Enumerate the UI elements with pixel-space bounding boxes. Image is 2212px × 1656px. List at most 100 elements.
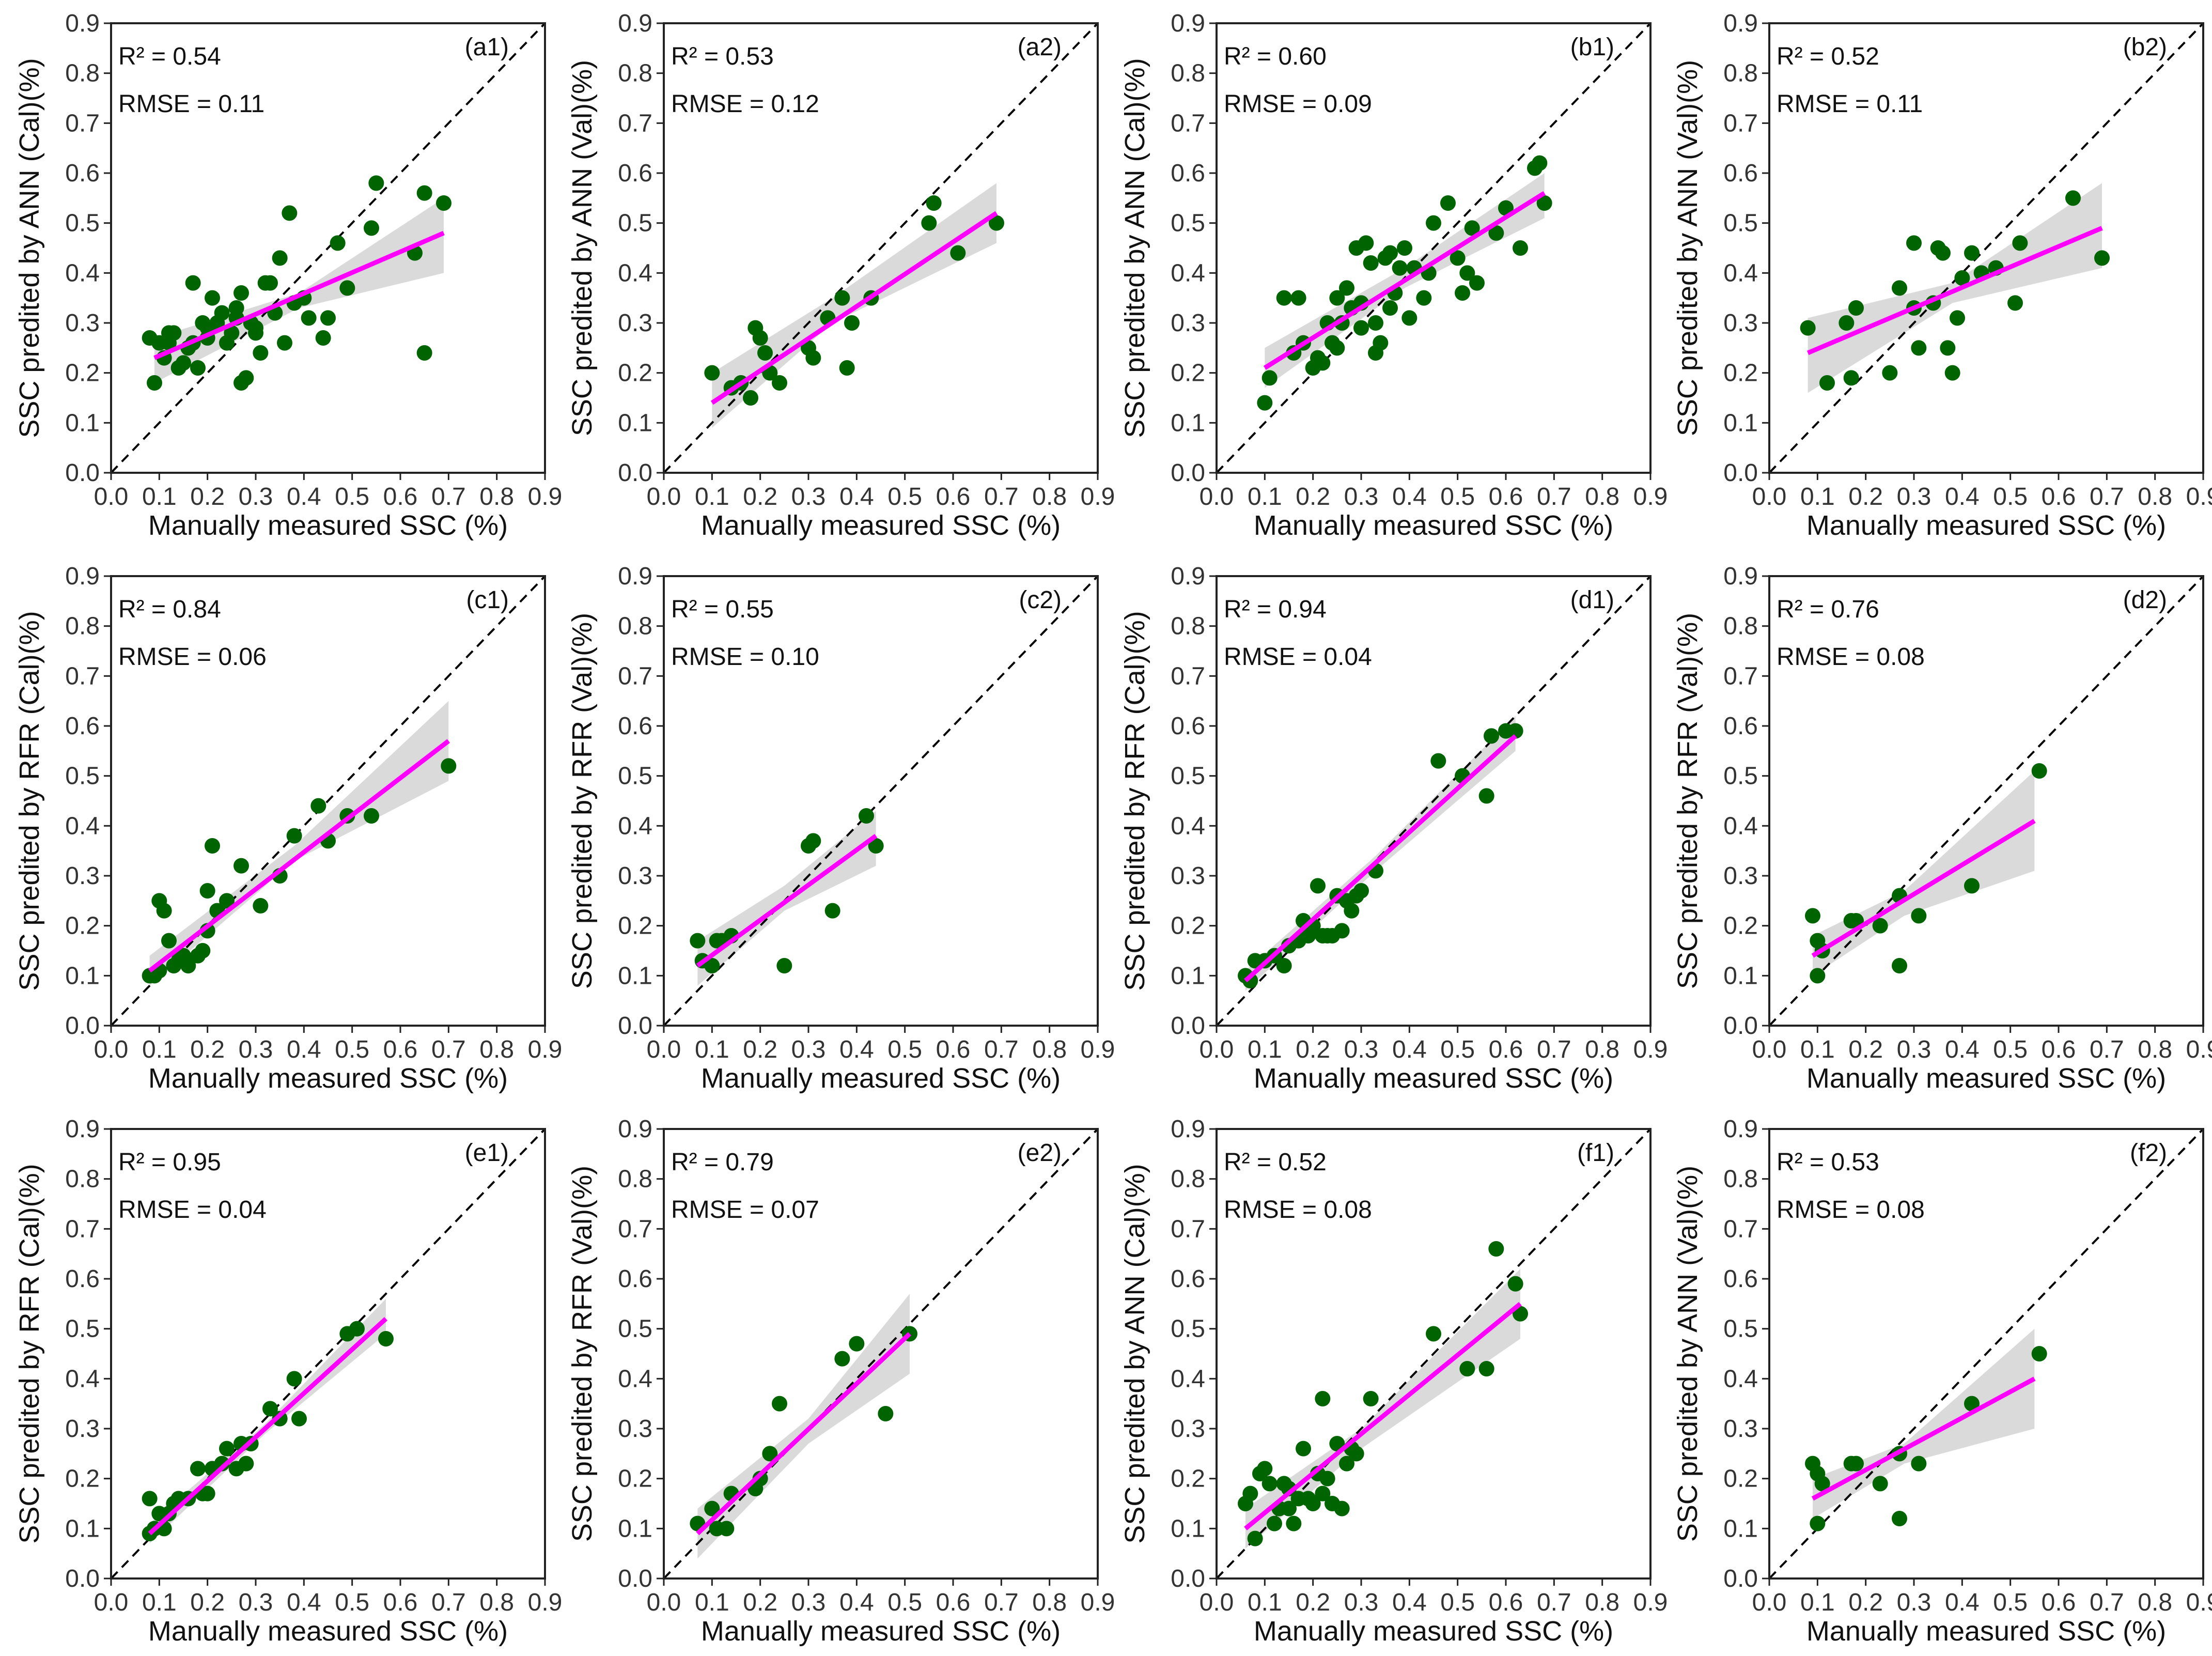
y-tick-label: 0.4 [1723,1365,1758,1392]
x-tick-label: 0.0 [1752,1589,1787,1616]
data-point [1426,1326,1441,1342]
identity-line [664,23,1098,473]
x-tick-label: 0.3 [1344,1036,1379,1063]
data-point [291,1411,307,1427]
y-tick-label: 0.6 [65,1265,100,1293]
data-point [248,325,263,341]
x-tick-label: 0.7 [984,1589,1019,1616]
rmse-label: RMSE = 0.04 [118,1196,267,1224]
y-axis-title: SSC predited by RFR (Cal)(%) [14,1164,45,1543]
y-tick-label: 0.3 [1171,1415,1205,1443]
y-tick-label: 0.0 [1171,1012,1205,1040]
y-tick-label: 0.7 [65,1215,100,1243]
data-point [772,375,787,391]
y-tick-label: 0.6 [1171,160,1205,187]
data-point [1892,280,1907,296]
data-point [1964,1396,1980,1412]
panel-label: (c2) [1019,586,1062,614]
y-tick-label: 0.4 [1723,812,1758,840]
data-point [205,838,220,854]
data-point [1416,290,1432,306]
y-axis-title: SSC predited by ANN (Cal)(%) [14,58,45,438]
data-point [1257,395,1273,411]
x-tick-label: 0.3 [1897,1589,1931,1616]
data-point [1459,1361,1475,1376]
y-tick-label: 0.3 [65,1415,100,1443]
y-tick-label: 0.5 [1171,210,1205,237]
data-point [1488,225,1504,241]
regression-line [153,230,445,360]
x-tick-label: 0.5 [887,1036,922,1063]
x-tick-label: 0.0 [1752,1036,1787,1063]
rmse-label: RMSE = 0.11 [118,90,264,118]
identity-line [111,23,545,473]
plot-area [1769,23,2203,473]
data-point [1261,1476,1278,1492]
x-axis-title: Manually measured SSC (%) [148,1063,508,1094]
x-tick-label: 0.7 [984,483,1019,510]
x-tick-label: 0.0 [1752,483,1787,510]
regression-line [148,739,450,973]
y-tick-label: 0.3 [1723,1415,1758,1443]
y-tick-label: 0.9 [618,1116,652,1143]
x-tick-label: 0.6 [2042,483,2076,510]
y-tick-label: 0.4 [65,1365,100,1392]
y-tick-label: 0.0 [618,459,652,487]
panel-label: (f2) [2130,1139,2167,1167]
x-tick-label: 0.2 [1848,1589,1883,1616]
data-point [1353,883,1369,899]
plot-area [111,1129,545,1578]
data-point [1810,968,1826,984]
panel-label: (f1) [1577,1139,1614,1167]
regression-line [1811,1376,2036,1501]
data-point [704,1500,720,1516]
data-point [1310,878,1326,894]
y-tick-label: 0.8 [1171,1166,1205,1193]
x-tick-label: 0.3 [239,1589,273,1616]
data-point [1469,275,1485,291]
plot-frame [110,1128,546,1580]
x-tick-label: 0.6 [383,1589,418,1616]
data-point [1281,1500,1297,1516]
x-tick-label: 0.1 [1800,1036,1835,1063]
y-tick-label: 0.3 [65,862,100,890]
rmse-label: RMSE = 0.08 [1224,1196,1372,1224]
x-tick-label: 0.7 [2090,1036,2124,1063]
panel-e2: 0.00.0 0.1 0.1 0.2 0.2 0.3 0.3 0.4 0.4 0.5 0.5 0.6 0… [567,1116,1115,1647]
x-tick-label: 0.4 [839,1589,874,1616]
data-point [156,903,172,919]
y-tick-label: 0.4 [618,1365,652,1392]
r-squared-label: R² = 0.79 [671,1149,774,1176]
y-tick-label: 0.3 [1723,862,1758,890]
data-point [238,1456,254,1472]
data-point [868,838,884,854]
x-tick-label: 0.1 [1248,1036,1282,1063]
x-tick-label: 0.9 [528,1589,563,1616]
y-tick-label: 0.2 [618,912,652,940]
identity-line [1769,23,2203,473]
x-tick-label: 0.5 [335,483,369,510]
data-point [824,903,840,919]
plot-area [1217,1129,1650,1578]
data-point [1382,245,1398,261]
data-point [364,808,379,824]
y-tick-label: 0.6 [618,1265,652,1293]
rmse-label: RMSE = 0.08 [1777,643,1925,671]
x-tick-label: 0.8 [1032,1589,1067,1616]
data-point [1339,1456,1354,1472]
x-tick-label: 0.1 [695,483,729,510]
panel-label: (b2) [2123,34,2167,61]
y-tick-label: 0.3 [618,862,652,890]
y-tick-label: 0.9 [65,1116,100,1143]
panel-label: (d1) [1570,586,1614,614]
data-point [1296,1441,1311,1457]
y-tick-label: 0.9 [1723,1116,1758,1143]
y-tick-label: 0.0 [618,1012,652,1040]
data-point [1397,240,1412,256]
x-tick-label: 0.9 [2186,483,2212,510]
x-axis-title: Manually measured SSC (%) [701,510,1061,541]
data-point [1484,728,1499,744]
data-point [859,808,874,824]
y-axis-title: SSC predited by RFR (Cal)(%) [1119,611,1150,990]
data-point [1450,250,1466,266]
